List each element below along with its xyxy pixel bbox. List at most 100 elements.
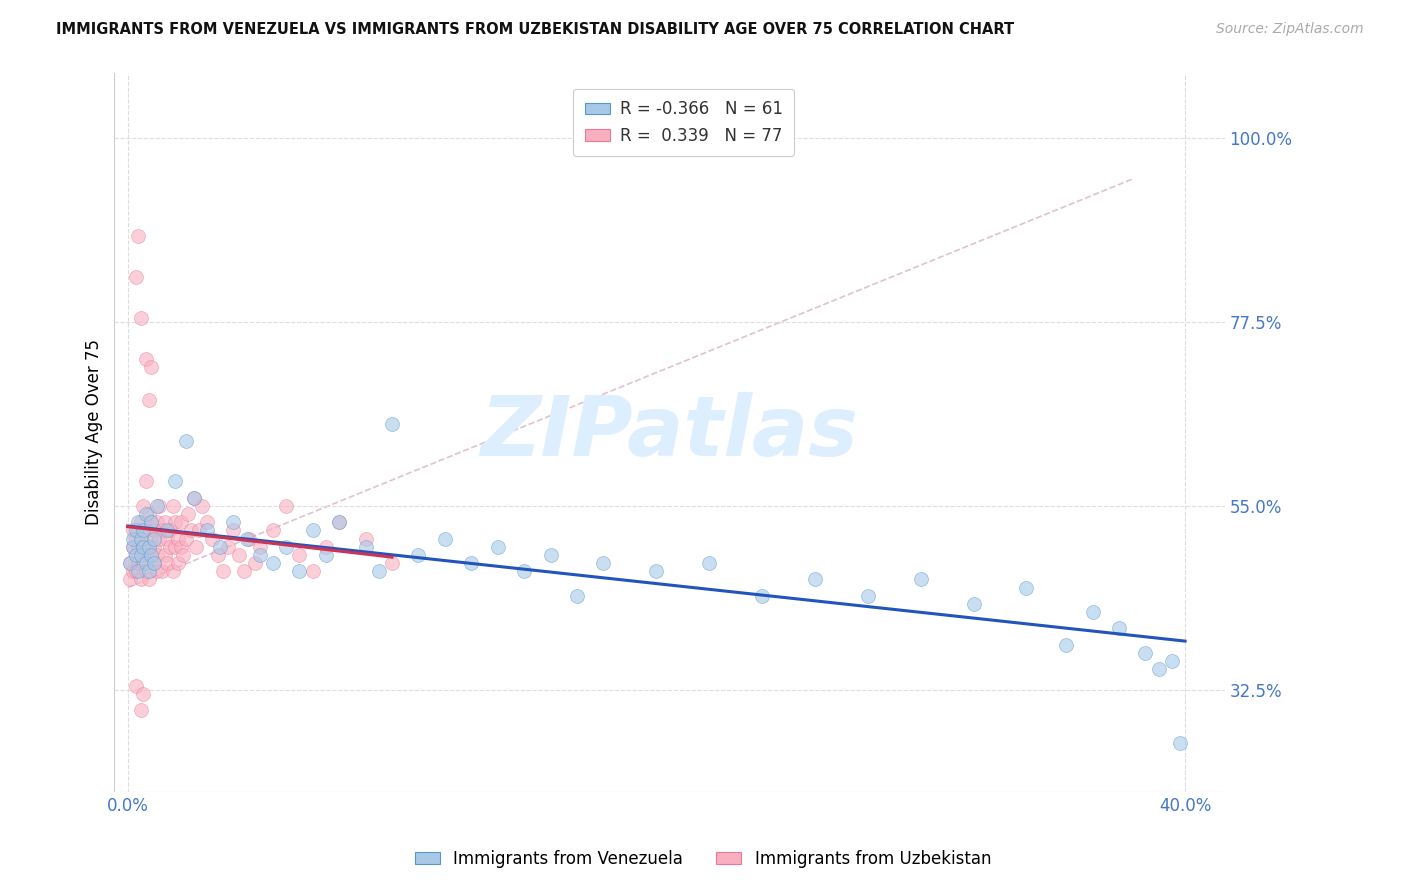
Point xyxy=(127,556,149,570)
Point xyxy=(141,532,163,546)
Point xyxy=(129,515,152,529)
Point xyxy=(222,524,245,538)
Point xyxy=(141,548,163,562)
Point xyxy=(129,703,152,717)
Point xyxy=(381,556,404,570)
Point xyxy=(145,515,167,529)
Point xyxy=(565,589,588,603)
Point xyxy=(856,589,879,603)
Point xyxy=(315,540,337,554)
Point xyxy=(156,556,179,570)
Point xyxy=(120,556,142,570)
Point xyxy=(143,524,166,538)
Point xyxy=(122,564,145,578)
Point xyxy=(233,564,256,578)
Point xyxy=(122,540,145,554)
Point xyxy=(235,532,257,546)
Point xyxy=(162,499,184,513)
Point xyxy=(910,572,932,586)
Point xyxy=(138,572,160,586)
Point xyxy=(129,310,152,325)
Point xyxy=(135,556,157,570)
Point xyxy=(1081,605,1104,619)
Point xyxy=(148,499,170,513)
Point xyxy=(180,524,202,538)
Point xyxy=(124,270,146,285)
Legend: Immigrants from Venezuela, Immigrants from Uzbekistan: Immigrants from Venezuela, Immigrants fr… xyxy=(408,844,998,875)
Point xyxy=(124,532,146,546)
Point xyxy=(159,524,181,538)
Point xyxy=(132,540,155,554)
Point xyxy=(132,540,155,554)
Point xyxy=(129,548,152,562)
Point xyxy=(141,359,163,374)
Point xyxy=(138,540,160,554)
Point xyxy=(135,475,157,489)
Point xyxy=(150,564,173,578)
Point xyxy=(145,548,167,562)
Point xyxy=(122,524,145,538)
Point xyxy=(145,564,167,578)
Point xyxy=(156,524,179,538)
Point xyxy=(162,564,184,578)
Point xyxy=(249,540,271,554)
Point xyxy=(962,597,984,611)
Point xyxy=(195,524,218,538)
Point xyxy=(138,564,160,578)
Point xyxy=(513,564,536,578)
Point xyxy=(135,351,157,366)
Point xyxy=(262,524,284,538)
Point xyxy=(138,507,160,521)
Point xyxy=(135,507,157,521)
Point xyxy=(132,524,155,538)
Point xyxy=(301,524,323,538)
Point xyxy=(288,564,311,578)
Point xyxy=(183,491,205,505)
Point xyxy=(207,548,229,562)
Point xyxy=(1160,654,1182,668)
Point xyxy=(645,564,668,578)
Point xyxy=(243,556,266,570)
Point xyxy=(124,564,146,578)
Point xyxy=(138,392,160,407)
Point xyxy=(188,524,211,538)
Point xyxy=(120,572,142,586)
Point xyxy=(177,507,200,521)
Point xyxy=(328,515,350,529)
Point xyxy=(135,564,157,578)
Point xyxy=(141,548,163,562)
Point xyxy=(165,475,187,489)
Point xyxy=(124,548,146,562)
Point xyxy=(288,548,311,562)
Point xyxy=(156,532,179,546)
Y-axis label: Disability Age Over 75: Disability Age Over 75 xyxy=(86,339,103,525)
Point xyxy=(166,556,188,570)
Point xyxy=(262,556,284,570)
Point xyxy=(540,548,562,562)
Point xyxy=(141,515,163,529)
Point xyxy=(217,540,239,554)
Point xyxy=(124,548,146,562)
Point xyxy=(408,548,430,562)
Point xyxy=(169,515,191,529)
Point xyxy=(165,515,187,529)
Point xyxy=(159,540,181,554)
Point xyxy=(127,564,149,578)
Point xyxy=(1168,736,1191,750)
Point xyxy=(238,532,260,546)
Point xyxy=(169,540,191,554)
Point xyxy=(129,532,152,546)
Point xyxy=(1054,638,1077,652)
Point xyxy=(122,532,145,546)
Point xyxy=(135,524,157,538)
Legend: R = -0.366   N = 61, R =  0.339   N = 77: R = -0.366 N = 61, R = 0.339 N = 77 xyxy=(574,88,794,156)
Point xyxy=(143,556,166,570)
Text: Source: ZipAtlas.com: Source: ZipAtlas.com xyxy=(1216,22,1364,37)
Point xyxy=(132,556,155,570)
Point xyxy=(1015,581,1038,595)
Point xyxy=(153,515,176,529)
Point xyxy=(132,687,155,701)
Point xyxy=(249,548,271,562)
Text: ZIPatlas: ZIPatlas xyxy=(481,392,859,473)
Point xyxy=(276,540,298,554)
